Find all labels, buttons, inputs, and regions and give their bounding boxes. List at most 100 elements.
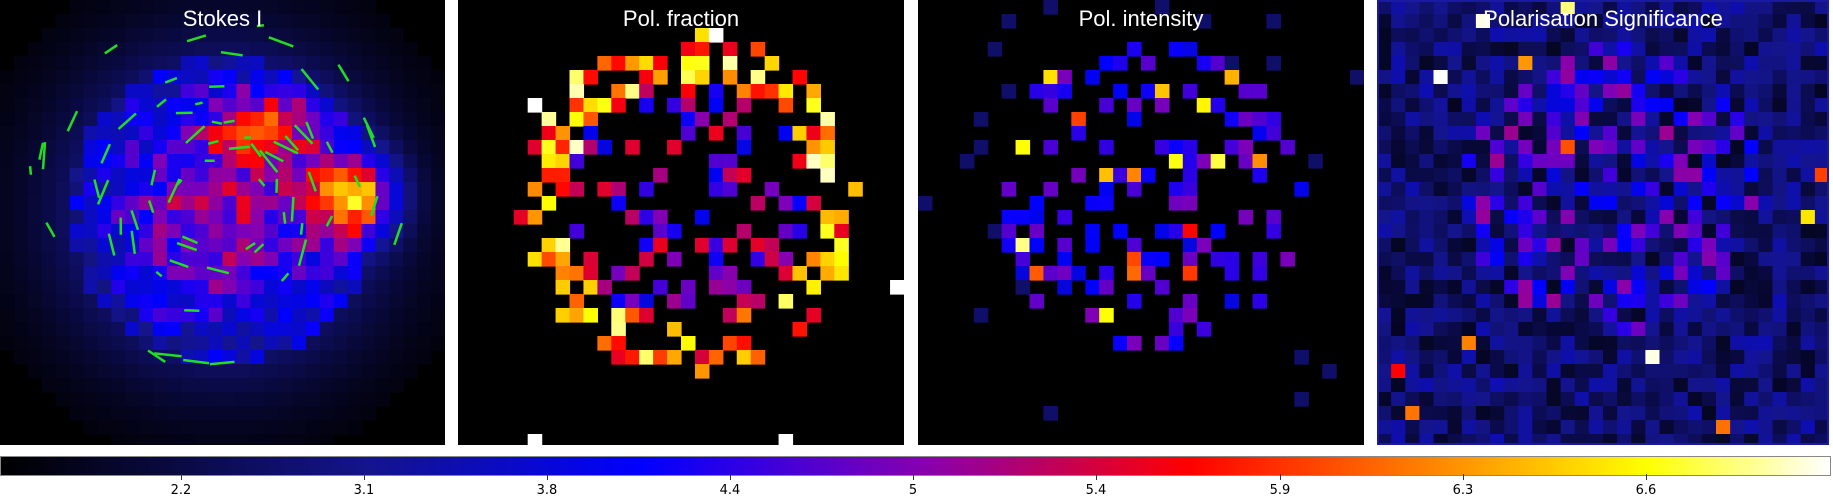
heatmap-cell [1099, 280, 1114, 295]
heatmap-cell [1588, 154, 1604, 169]
heatmap-cell [41, 42, 57, 57]
heatmap-cell [1560, 28, 1576, 43]
heatmap-cell [0, 70, 15, 85]
heatmap-cell [1447, 308, 1463, 323]
heatmap-cell [1645, 112, 1661, 127]
heatmap-cell [1617, 420, 1632, 435]
heatmap-cell [236, 378, 251, 393]
heatmap-cell [1210, 98, 1226, 113]
heatmap-cell [1532, 252, 1548, 267]
heatmap-cell [1475, 42, 1491, 57]
heatmap-cell [417, 140, 432, 155]
heatmap-cell [1744, 28, 1759, 43]
heatmap-cell [1673, 336, 1689, 351]
heatmap-cell [55, 70, 71, 85]
heatmap-cell [152, 154, 168, 169]
heatmap-cell [166, 84, 182, 99]
polarisation-vector [206, 266, 230, 275]
heatmap-cell [264, 70, 279, 85]
heatmap-cell [1673, 84, 1689, 99]
heatmap-cell [583, 98, 598, 113]
heatmap-cell [1800, 210, 1816, 225]
heatmap-cell [1433, 0, 1449, 15]
polarisation-vector [297, 239, 308, 267]
heatmap-cell [1532, 70, 1548, 85]
heatmap-cell [1645, 350, 1661, 365]
heatmap-cell [1490, 336, 1505, 351]
heatmap-cell [403, 224, 418, 239]
heatmap-cell [1433, 420, 1449, 435]
heatmap-cell [375, 224, 390, 239]
heatmap-cell [1419, 126, 1435, 141]
heatmap-cell [1631, 280, 1646, 295]
heatmap-cell [1645, 168, 1661, 183]
heatmap-cell [555, 182, 571, 197]
heatmap-cell [1603, 266, 1618, 281]
heatmap-cell [1377, 280, 1392, 295]
heatmap-cell [722, 238, 738, 253]
heatmap-cell [1461, 140, 1477, 155]
colorbar-tick [1096, 474, 1097, 480]
heatmap-cell [1560, 434, 1576, 445]
heatmap-cell [1419, 350, 1435, 365]
heatmap-cell [250, 406, 265, 421]
polarisation-vector [167, 178, 181, 204]
heatmap-cell [278, 14, 293, 29]
heatmap-cell [250, 280, 265, 295]
heatmap-cell [1673, 266, 1689, 281]
heatmap-cell [1504, 70, 1519, 85]
heatmap-cell [83, 0, 98, 15]
heatmap-cell [1405, 420, 1420, 435]
heatmap-cell [1716, 112, 1731, 127]
heatmap-cell [1687, 238, 1703, 253]
heatmap-cell [152, 196, 168, 211]
heatmap-cell [1475, 112, 1491, 127]
heatmap-cell [1687, 154, 1703, 169]
heatmap-cell [1800, 364, 1816, 379]
heatmap-cell [139, 322, 154, 337]
heatmap-cell [111, 336, 126, 351]
heatmap-cell [264, 336, 279, 351]
heatmap-cell [1475, 406, 1491, 421]
heatmap-cell [1057, 266, 1072, 281]
heatmap-cell [1701, 56, 1717, 71]
heatmap-cell [1744, 336, 1759, 351]
heatmap-cell [292, 364, 307, 379]
heatmap-cell [1758, 28, 1774, 43]
heatmap-cell [180, 98, 196, 113]
heatmap-cell [305, 140, 321, 155]
heatmap-cell [152, 140, 168, 155]
heatmap-cell [1631, 182, 1646, 197]
heatmap-cell [1377, 14, 1392, 29]
heatmap-cell [1758, 378, 1774, 393]
heatmap-cell [431, 98, 445, 113]
heatmap-cell [1758, 322, 1774, 337]
heatmap-cell [1490, 0, 1505, 15]
heatmap-cell [1744, 182, 1759, 197]
heatmap-cell [1419, 0, 1435, 15]
heatmap-cell [333, 14, 349, 29]
heatmap-cell [1814, 168, 1829, 183]
heatmap-cell [27, 308, 43, 323]
heatmap-cell [681, 42, 696, 57]
heatmap-cell [1800, 224, 1816, 239]
heatmap-cell [431, 84, 445, 99]
heatmap-cell [292, 70, 307, 85]
heatmap-cell [1504, 84, 1519, 99]
heatmap-cell [1490, 42, 1505, 57]
heatmap-cell [1800, 322, 1816, 337]
heatmap-cell [1546, 182, 1562, 197]
heatmap-cell [1113, 56, 1128, 71]
heatmap-cell [97, 392, 112, 407]
heatmap-cell [166, 280, 182, 295]
heatmap-cell [1350, 70, 1364, 85]
heatmap-cell [1659, 98, 1675, 113]
heatmap-cell [541, 154, 557, 169]
heatmap-cell [1659, 350, 1675, 365]
colorbar-tick-label: 6.6 [1635, 483, 1657, 498]
heatmap-cell [1687, 322, 1703, 337]
heatmap-cell [1490, 168, 1505, 183]
heatmap-cell [264, 252, 279, 267]
heatmap-cell [1800, 154, 1816, 169]
heatmap-cell [431, 140, 445, 155]
